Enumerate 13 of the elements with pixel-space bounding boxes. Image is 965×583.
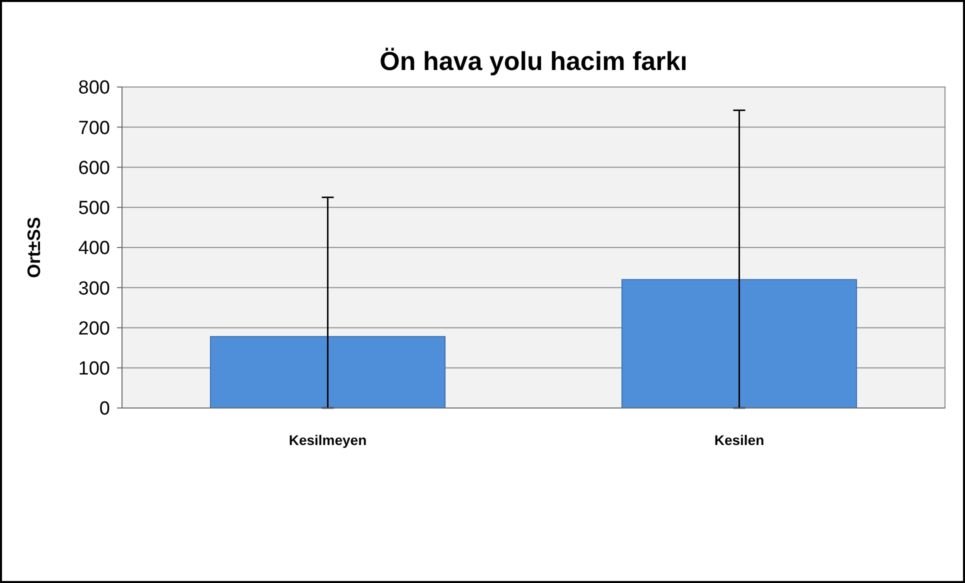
x-tick-label: Kesilmeyen [288, 432, 367, 448]
y-tick-label: 300 [78, 278, 110, 300]
y-tick-label: 200 [78, 318, 110, 340]
x-tick-label: Kesilen [714, 432, 764, 448]
y-tick-label: 500 [78, 198, 110, 220]
y-tick-label: 0 [99, 398, 110, 420]
y-tick-label: 700 [78, 118, 110, 139]
y-tick-label: 100 [78, 358, 110, 380]
y-tick-label: 400 [78, 238, 110, 260]
y-axis-title: Ort±SS [24, 217, 44, 278]
y-tick-label: 800 [78, 78, 110, 99]
y-tick-label: 600 [78, 158, 110, 179]
chart-title: Ön hava yolu hacim farkı [380, 46, 688, 76]
